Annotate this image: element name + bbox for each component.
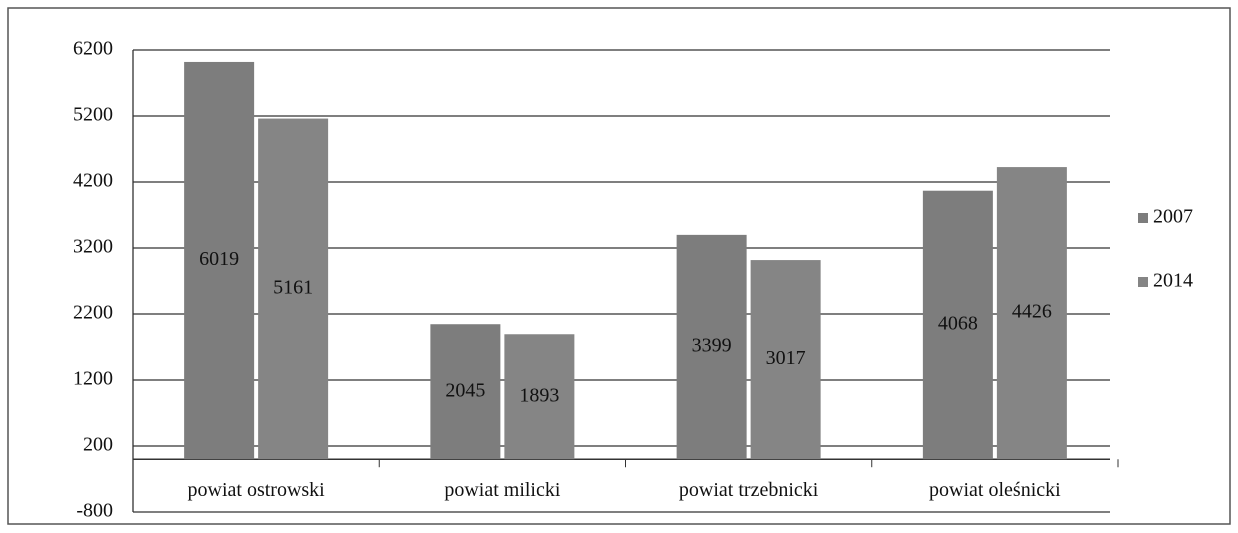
- legend-label: 2014: [1153, 270, 1193, 292]
- y-tick-label: -800: [76, 500, 113, 522]
- data-label: 5161: [273, 276, 313, 298]
- y-tick-label: 1200: [73, 368, 113, 390]
- y-tick-label: 200: [83, 434, 113, 456]
- data-label: 3399: [692, 335, 732, 357]
- x-tick-label: powiat trzebnicki: [679, 479, 819, 501]
- x-tick-label: powiat oleśnicki: [929, 479, 1061, 501]
- data-label: 1893: [519, 384, 559, 406]
- bar: [996, 167, 1067, 460]
- y-tick-label: 2200: [73, 302, 113, 324]
- y-tick-label: 3200: [73, 236, 113, 258]
- bar: [676, 234, 747, 460]
- legend-swatch: [1138, 277, 1148, 287]
- y-tick-label: 5200: [73, 104, 113, 126]
- data-label: 2045: [445, 379, 485, 401]
- chart-frame: [7, 7, 1231, 525]
- bar: [258, 118, 329, 460]
- legend-label: 2007: [1153, 206, 1193, 228]
- y-tick-label: 4200: [73, 170, 113, 192]
- data-label: 4068: [938, 313, 978, 335]
- bar: [922, 190, 993, 460]
- bar: [750, 260, 821, 460]
- legend-swatch: [1138, 213, 1148, 223]
- data-label: 6019: [199, 248, 239, 270]
- data-label: 3017: [766, 347, 806, 369]
- y-tick-label: 6200: [73, 38, 113, 60]
- x-tick-label: powiat milicki: [444, 479, 561, 501]
- bar: [184, 61, 255, 460]
- bar: [504, 334, 575, 460]
- x-tick-label: powiat ostrowski: [188, 479, 326, 501]
- data-label: 4426: [1012, 301, 1052, 323]
- bar: [430, 324, 501, 460]
